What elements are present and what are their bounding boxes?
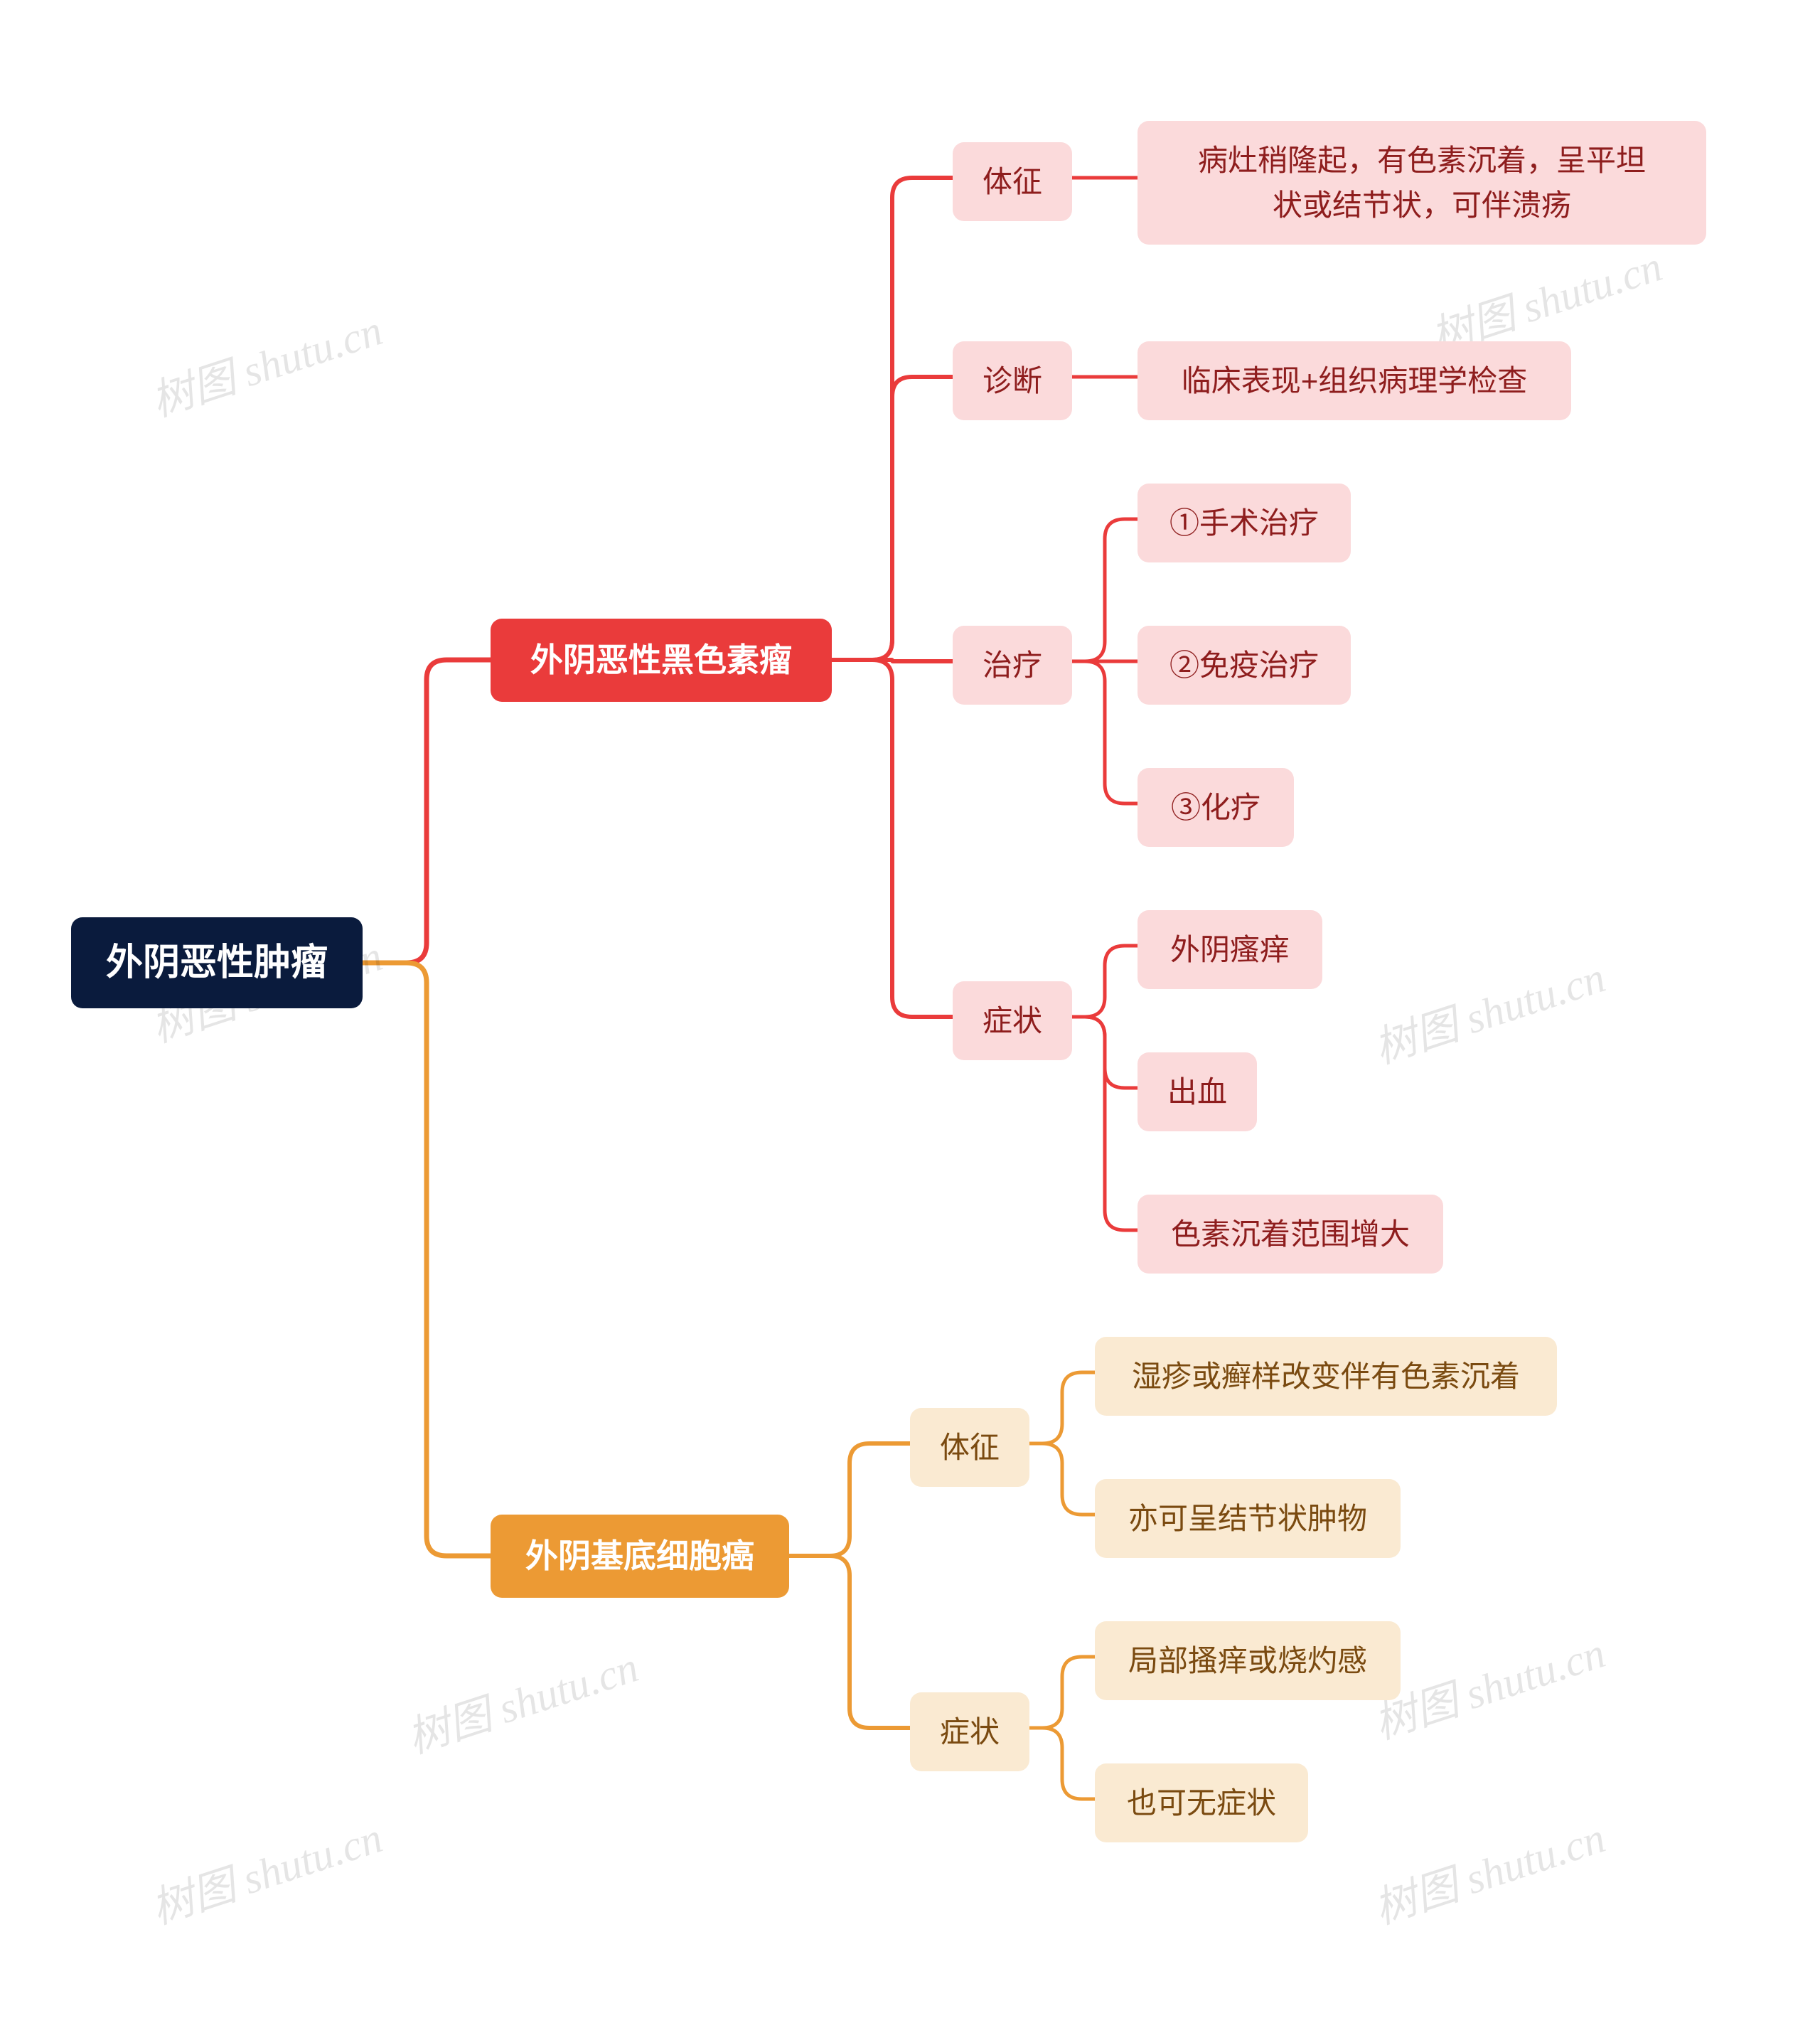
mindmap-node-t1_diag[interactable]: 诊断 — [953, 341, 1072, 420]
connector-path — [363, 660, 491, 963]
mindmap-node-t2_sign_b[interactable]: 亦可呈结节状肿物 — [1095, 1479, 1401, 1558]
watermark: 树图 shutu.cn — [142, 296, 389, 429]
connector-path — [789, 1443, 910, 1556]
mindmap-node-t1_treat[interactable]: 治疗 — [953, 626, 1072, 705]
connector-path — [1029, 1443, 1095, 1515]
mindmap-node-t1[interactable]: 外阴恶性黑色素瘤 — [491, 619, 832, 702]
mindmap-node-t1_treat_b[interactable]: ②免疫治疗 — [1138, 626, 1351, 705]
mindmap-node-t1_sign[interactable]: 体征 — [953, 142, 1072, 221]
mindmap-node-t1_diag_a[interactable]: 临床表现+组织病理学检查 — [1138, 341, 1571, 420]
watermark: 树图 shutu.cn — [1365, 1618, 1612, 1751]
connector-path — [832, 660, 953, 661]
mindmap-canvas: 树图 shutu.cn树图 shutu.cn树图 shutu.cn树图 shut… — [0, 0, 1820, 2023]
watermark: 树图 shutu.cn — [398, 1633, 645, 1766]
connector-path — [1072, 519, 1138, 661]
watermark: 树图 shutu.cn — [1365, 1803, 1612, 1936]
mindmap-node-t1_treat_c[interactable]: ③化疗 — [1138, 768, 1294, 847]
watermark: 树图 shutu.cn — [1365, 943, 1612, 1076]
connector-path — [789, 1556, 910, 1728]
mindmap-node-t2_sign_a[interactable]: 湿疹或癣样改变伴有色素沉着 — [1095, 1337, 1557, 1416]
mindmap-node-t1_treat_a[interactable]: ①手术治疗 — [1138, 484, 1351, 562]
connector-path — [363, 963, 491, 1556]
connector-path — [832, 377, 953, 660]
mindmap-node-t2_symp[interactable]: 症状 — [910, 1692, 1029, 1771]
connector-path — [1072, 1017, 1138, 1088]
connector-path — [832, 660, 953, 1017]
mindmap-node-t2_sign[interactable]: 体征 — [910, 1408, 1029, 1487]
connector-path — [1072, 661, 1138, 804]
mindmap-node-t2[interactable]: 外阴基底细胞癌 — [491, 1515, 789, 1598]
mindmap-node-t1_symp[interactable]: 症状 — [953, 981, 1072, 1060]
mindmap-node-t1_symp_b[interactable]: 出血 — [1138, 1052, 1257, 1131]
mindmap-node-t2_symp_b[interactable]: 也可无症状 — [1095, 1763, 1308, 1842]
connector-path — [832, 178, 953, 660]
mindmap-node-t1_sign_a[interactable]: 病灶稍隆起，有色素沉着，呈平坦 状或结节状，可伴溃疡 — [1138, 121, 1706, 245]
connector-path — [1029, 1657, 1095, 1728]
mindmap-node-t1_symp_a[interactable]: 外阴瘙痒 — [1138, 910, 1322, 989]
mindmap-node-t2_symp_a[interactable]: 局部搔痒或烧灼感 — [1095, 1621, 1401, 1700]
connector-path — [1029, 1728, 1095, 1799]
connector-path — [1072, 1017, 1138, 1230]
watermark: 树图 shutu.cn — [142, 1803, 389, 1936]
connector-path — [1072, 946, 1138, 1017]
connector-path — [1029, 1372, 1095, 1443]
mindmap-node-root[interactable]: 外阴恶性肿瘤 — [71, 917, 363, 1008]
mindmap-node-t1_symp_c[interactable]: 色素沉着范围增大 — [1138, 1195, 1443, 1274]
